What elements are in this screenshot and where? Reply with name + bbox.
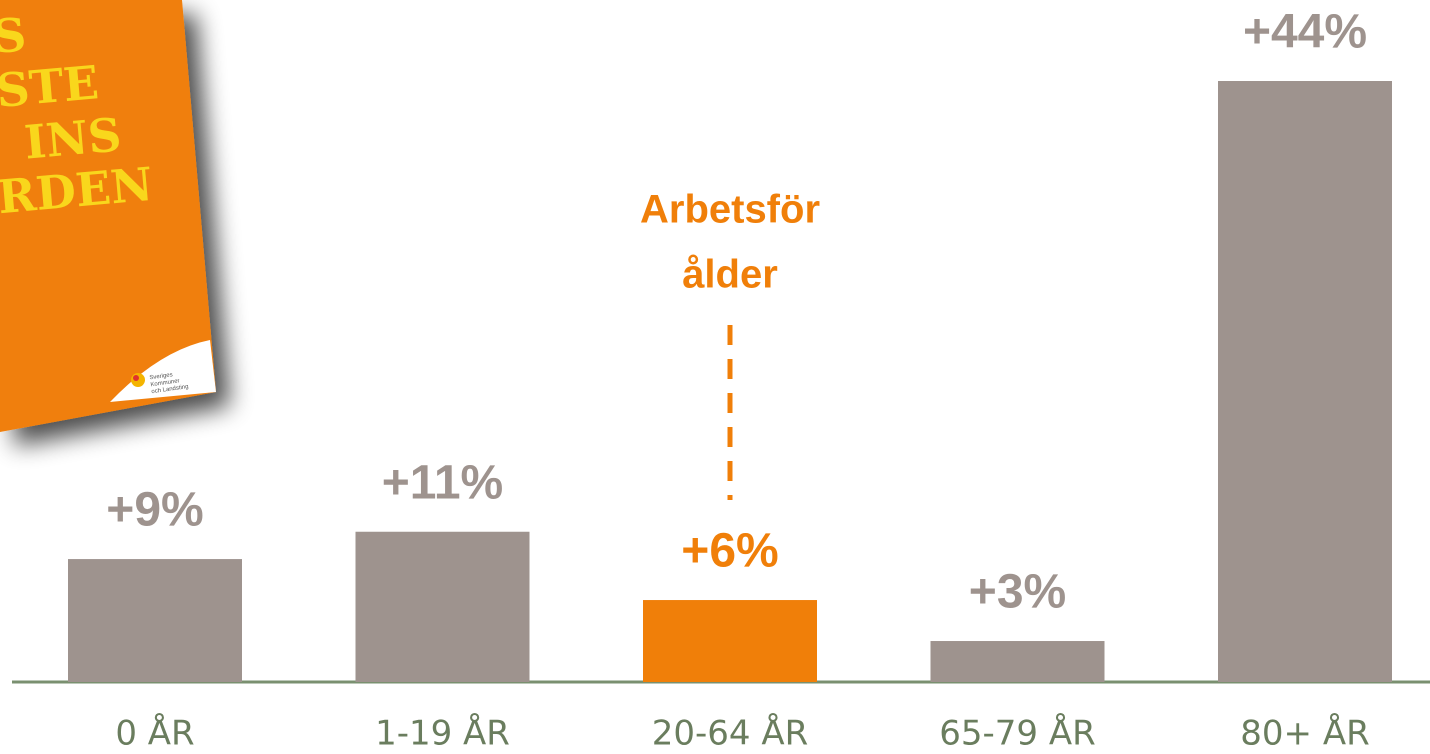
data-label: +3%	[969, 566, 1066, 619]
annotation-text: ålder	[682, 253, 778, 297]
data-label: +6%	[681, 525, 778, 578]
booklet-title-line: STE	[0, 55, 101, 118]
bar	[1218, 81, 1392, 682]
data-label: +44%	[1243, 6, 1367, 59]
x-tick-label: 80+ ÅR	[1240, 713, 1369, 754]
bar	[931, 641, 1105, 682]
x-tick-label: 1-19 ÅR	[375, 713, 510, 754]
x-tick-label: 20-64 ÅR	[652, 713, 809, 754]
chart: SSTEINSRDEN SverigesKommuneroch Landstin…	[0, 0, 1430, 754]
annotation-text: Arbetsför	[640, 188, 820, 232]
booklet-title-line: S	[0, 7, 28, 64]
data-label: +11%	[382, 456, 503, 509]
bar	[643, 600, 817, 682]
x-tick-label: 0 ÅR	[115, 713, 194, 754]
bar	[68, 559, 242, 682]
data-label: +9%	[106, 484, 203, 537]
x-tick-label: 65-79 ÅR	[939, 713, 1096, 754]
bar	[356, 532, 530, 682]
logo-icon-dot	[133, 375, 139, 381]
